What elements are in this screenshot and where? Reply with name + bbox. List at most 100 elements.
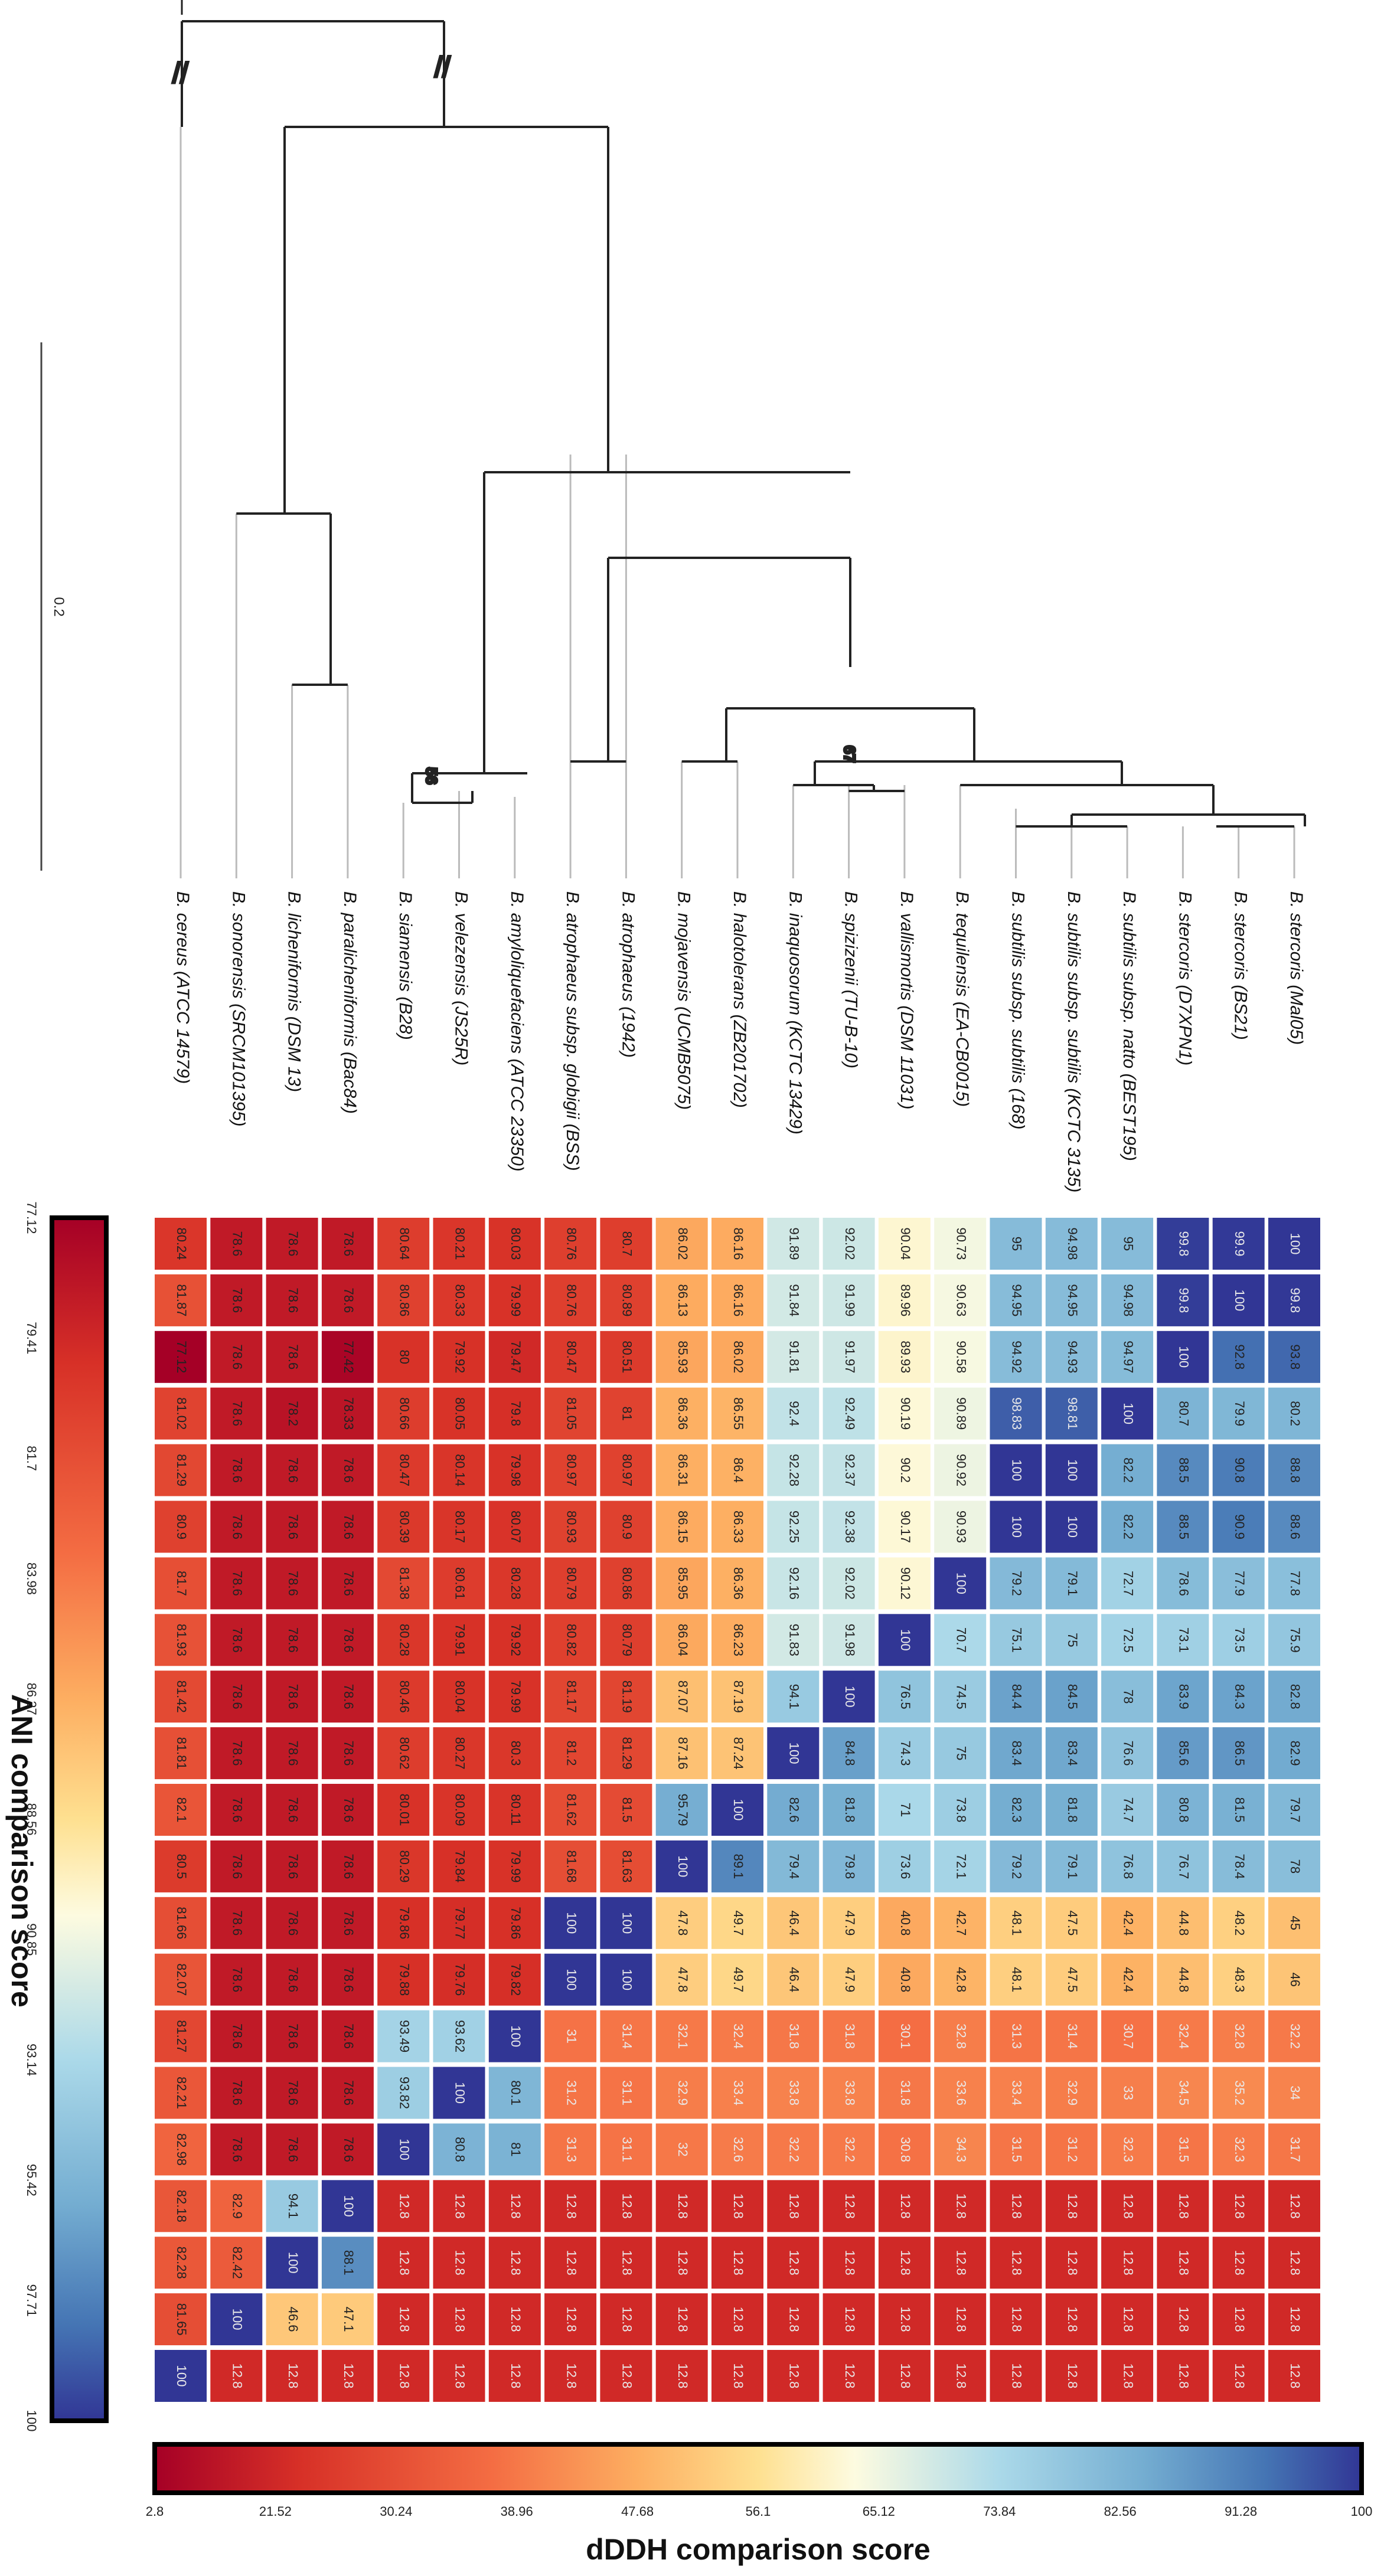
heatmap-value: 93.62 — [453, 2020, 468, 2052]
heatmap-cell — [488, 1727, 541, 1780]
heatmap-cell — [990, 2123, 1042, 2176]
ani-tick-label: 90.85 — [24, 1923, 39, 1956]
heatmap-value: 95 — [1010, 1237, 1024, 1251]
heatmap-cell — [210, 1557, 263, 1610]
heatmap-value: 79.8 — [508, 1401, 523, 1426]
heatmap-value: 79.76 — [453, 1963, 468, 1996]
heatmap-value: 79.86 — [397, 1907, 412, 1939]
heatmap-value: 12.8 — [230, 2363, 244, 2389]
heatmap-value: 95 — [1121, 1237, 1135, 1251]
heatmap-value: 88.1 — [341, 2250, 356, 2276]
heatmap-cell — [155, 1897, 207, 1949]
heatmap-value: 80.47 — [397, 1454, 412, 1486]
heatmap-value: 12.8 — [620, 2193, 635, 2219]
heatmap-value: 100 — [397, 2139, 412, 2160]
heatmap-value: 81.65 — [174, 2303, 189, 2336]
heatmap-value: 88.6 — [1288, 1514, 1303, 1539]
heatmap-value: 83.4 — [1010, 1741, 1024, 1766]
heatmap-cell — [377, 2237, 430, 2289]
taxon-label: B. atrophaeus subsp. globigii (BSS) — [563, 891, 582, 1171]
heatmap-value: 80.64 — [397, 1227, 412, 1260]
heatmap-value: 77.42 — [341, 1341, 356, 1373]
heatmap-value: 78.6 — [341, 1231, 356, 1257]
heatmap-value: 12.8 — [620, 2307, 635, 2332]
heatmap-cell — [1212, 2293, 1265, 2346]
heatmap-cell — [488, 1671, 541, 1723]
heatmap-cell — [1212, 2350, 1265, 2402]
heatmap-cell — [600, 1331, 652, 1383]
heatmap-value: 12.8 — [898, 2250, 913, 2276]
heatmap-cell — [767, 2237, 820, 2289]
heatmap-value: 82.1 — [174, 1797, 189, 1823]
heatmap-value: 78.6 — [286, 1231, 301, 1257]
heatmap-cell — [711, 1501, 763, 1553]
heatmap-cell — [321, 1784, 374, 1836]
heatmap-cell — [210, 1331, 263, 1383]
heatmap-cell — [767, 1671, 820, 1723]
heatmap-cell — [433, 2237, 485, 2289]
heatmap-cell — [488, 1784, 541, 1836]
heatmap-cell — [600, 2237, 652, 2289]
heatmap-value: 12.8 — [453, 2193, 468, 2219]
heatmap-cell — [600, 1444, 652, 1496]
heatmap-cell — [767, 2180, 820, 2232]
heatmap-cell — [377, 1331, 430, 1383]
heatmap-cell — [377, 1614, 430, 1666]
heatmap-cell — [155, 1444, 207, 1496]
heatmap-value: 32.8 — [954, 2023, 968, 2049]
heatmap-cell — [377, 1671, 430, 1723]
heatmap-value: 73.1 — [1177, 1627, 1192, 1653]
heatmap-cell — [433, 1331, 485, 1383]
heatmap-cell — [767, 2123, 820, 2176]
heatmap-cell — [544, 2067, 597, 2119]
heatmap-value: 79.92 — [453, 1341, 468, 1373]
phylogenetic-tree: // // 56 67 — [171, 0, 1306, 878]
ani-colorbar — [50, 1215, 109, 2423]
heatmap-cell — [1157, 1897, 1209, 1949]
heatmap-cell — [377, 1274, 430, 1326]
heatmap-value: 80.29 — [397, 1850, 412, 1882]
taxon-label: B. sonorensis (SRCM101395) — [229, 891, 248, 1127]
heatmap-value: 80.66 — [397, 1397, 412, 1430]
heatmap-value: 47.8 — [675, 1910, 690, 1936]
heatmap-value: 12.8 — [620, 2363, 635, 2389]
heatmap-cell — [934, 2123, 987, 2176]
heatmap-cell — [990, 1671, 1042, 1723]
heatmap-cell — [767, 1727, 820, 1780]
heatmap-cell — [544, 2293, 597, 2346]
heatmap-cell — [266, 1727, 318, 1780]
heatmap-cell — [600, 1784, 652, 1836]
heatmap-value: 90.04 — [898, 1227, 913, 1260]
heatmap-cell — [488, 1953, 541, 2006]
heatmap-value: 78.6 — [230, 1401, 244, 1426]
heatmap-cell — [711, 1784, 763, 1836]
heatmap-value: 12.8 — [675, 2193, 690, 2219]
heatmap-value: 12.8 — [620, 2250, 635, 2276]
heatmap-cell — [488, 1274, 541, 1326]
heatmap-cell — [1101, 1953, 1154, 2006]
heatmap-value: 12.8 — [453, 2307, 468, 2332]
heatmap-cell — [1045, 2010, 1098, 2062]
heatmap-cell — [544, 2123, 597, 2176]
heatmap-cell — [210, 2237, 263, 2289]
heatmap-value: 42.4 — [1121, 1910, 1135, 1936]
heatmap-cell — [155, 2067, 207, 2119]
heatmap-value: 72.7 — [1121, 1571, 1135, 1596]
heatmap-cell — [544, 1953, 597, 2006]
heatmap-value: 80.5 — [174, 1853, 189, 1879]
heatmap-value: 78.6 — [341, 1853, 356, 1879]
heatmap-value: 100 — [1010, 1516, 1024, 1538]
heatmap-value: 100 — [786, 1743, 801, 1764]
heatmap-cell — [488, 1387, 541, 1440]
heatmap-value: 12.8 — [675, 2307, 690, 2332]
heatmap-value: 47.5 — [1065, 1910, 1080, 1936]
heatmap-cell — [488, 2010, 541, 2062]
heatmap-cell — [377, 1557, 430, 1610]
heatmap-value: 31.2 — [1065, 2137, 1080, 2162]
heatmap-value: 81.7 — [174, 1571, 189, 1596]
heatmap-cell — [600, 1218, 652, 1270]
heatmap-cell — [934, 2237, 987, 2289]
heatmap-cell — [600, 2350, 652, 2402]
heatmap-cell — [377, 2180, 430, 2232]
